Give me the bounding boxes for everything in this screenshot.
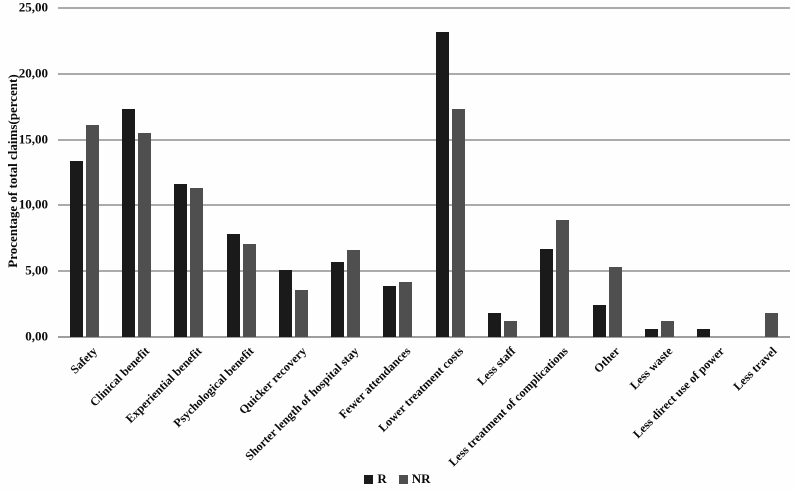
y-tick-label: 5,00 bbox=[25, 262, 48, 278]
bar-r-4 bbox=[227, 234, 240, 337]
x-category-label: Other bbox=[591, 344, 623, 376]
bar-r-2 bbox=[122, 109, 135, 337]
legend-r-label: R bbox=[377, 471, 387, 486]
bar-nr-14 bbox=[765, 313, 778, 337]
bar-nr-9 bbox=[504, 321, 517, 337]
legend-item-r: R bbox=[364, 471, 387, 487]
y-tick-label: 0,00 bbox=[25, 328, 48, 344]
bar-r-9 bbox=[488, 313, 501, 337]
bar-r-11 bbox=[593, 305, 606, 337]
gridline-15 bbox=[58, 139, 790, 141]
bar-r-1 bbox=[70, 161, 83, 337]
x-category-label: Less staff bbox=[474, 344, 519, 389]
legend-nr-swatch bbox=[398, 474, 408, 484]
bar-nr-8 bbox=[452, 109, 465, 337]
bar-nr-1 bbox=[86, 125, 99, 337]
bar-nr-6 bbox=[347, 250, 360, 337]
gridline-10 bbox=[58, 204, 790, 206]
bar-r-6 bbox=[331, 262, 344, 337]
legend-nr-label: NR bbox=[411, 471, 431, 486]
x-category-label: Safety bbox=[67, 344, 101, 377]
x-category-label: Less travel bbox=[730, 344, 780, 394]
gridline-5 bbox=[58, 270, 790, 272]
legend: R NR bbox=[0, 471, 795, 487]
bar-nr-3 bbox=[190, 188, 203, 337]
y-tick-label: 10,00 bbox=[18, 196, 48, 212]
bar-nr-2 bbox=[138, 133, 151, 337]
y-tick-label: 25,00 bbox=[18, 0, 48, 15]
bar-r-13 bbox=[697, 329, 710, 337]
legend-item-nr: NR bbox=[398, 471, 431, 487]
y-tick-label: 20,00 bbox=[18, 65, 48, 81]
gridline-0 bbox=[58, 336, 790, 338]
gridline-20 bbox=[58, 73, 790, 75]
x-category-label: Less waste bbox=[626, 344, 676, 393]
legend-r-swatch bbox=[364, 474, 374, 484]
bar-r-3 bbox=[174, 184, 187, 337]
bar-nr-5 bbox=[295, 290, 308, 337]
bar-nr-10 bbox=[556, 220, 569, 337]
bar-nr-12 bbox=[661, 321, 674, 337]
bar-nr-4 bbox=[243, 244, 256, 337]
bar-r-10 bbox=[540, 249, 553, 337]
gridline-25 bbox=[58, 7, 790, 9]
y-tick-label: 15,00 bbox=[18, 131, 48, 147]
bar-r-8 bbox=[436, 32, 449, 337]
bar-r-7 bbox=[383, 286, 396, 337]
bar-r-5 bbox=[279, 270, 292, 337]
bar-nr-11 bbox=[609, 267, 622, 337]
bar-nr-7 bbox=[399, 282, 412, 337]
x-category-label: Less direct use of power bbox=[630, 344, 728, 441]
bar-r-12 bbox=[645, 329, 658, 337]
